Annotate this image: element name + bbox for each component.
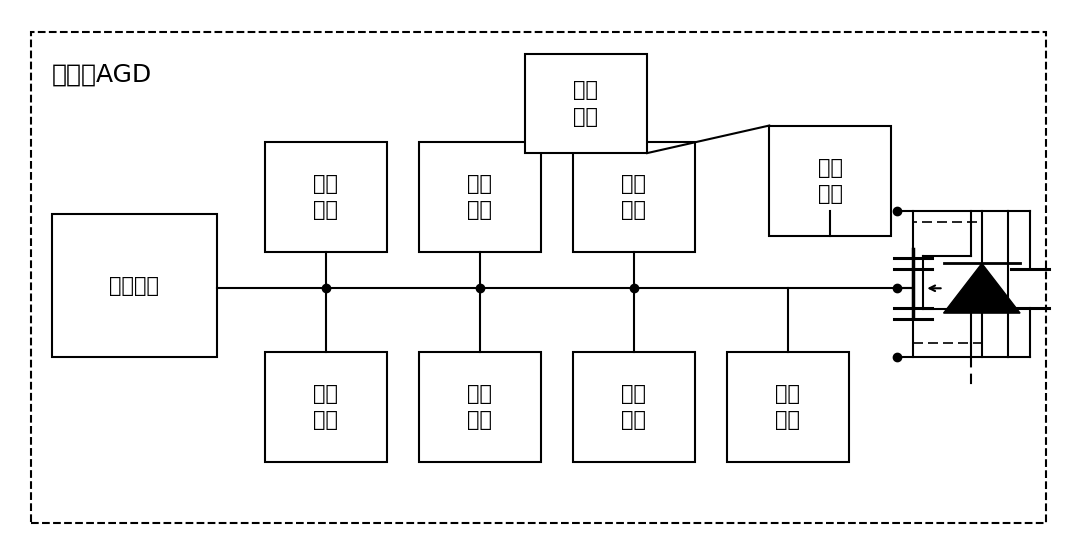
Text: 损耗
优化: 损耗 优化	[313, 384, 338, 430]
Text: 故障
报警: 故障 报警	[573, 80, 599, 127]
Text: 串扰
抑制: 串扰 抑制	[621, 384, 646, 430]
Text: 并联
均流: 并联 均流	[467, 174, 493, 221]
Bar	[769, 125, 891, 236]
Text: 状态
检测: 状态 检测	[818, 157, 843, 204]
Text: 短路
保护: 短路 保护	[775, 384, 800, 430]
Bar	[31, 32, 1045, 522]
Bar	[912, 222, 982, 343]
Polygon shape	[944, 263, 1020, 313]
Bar	[525, 54, 647, 153]
Bar	[419, 142, 541, 253]
Bar	[727, 352, 849, 462]
Bar	[265, 352, 387, 462]
Bar	[573, 142, 695, 253]
Bar	[573, 352, 695, 462]
Text: 有源
钳位: 有源 钳位	[621, 174, 646, 221]
Bar	[419, 352, 541, 462]
Text: 常规驱动: 常规驱动	[109, 276, 160, 296]
Text: 多功能AGD: 多功能AGD	[52, 63, 152, 87]
Bar	[265, 142, 387, 253]
Text: 串联
均压: 串联 均压	[313, 174, 338, 221]
Text: 轨迹
优化: 轨迹 优化	[467, 384, 493, 430]
Bar	[52, 214, 216, 357]
